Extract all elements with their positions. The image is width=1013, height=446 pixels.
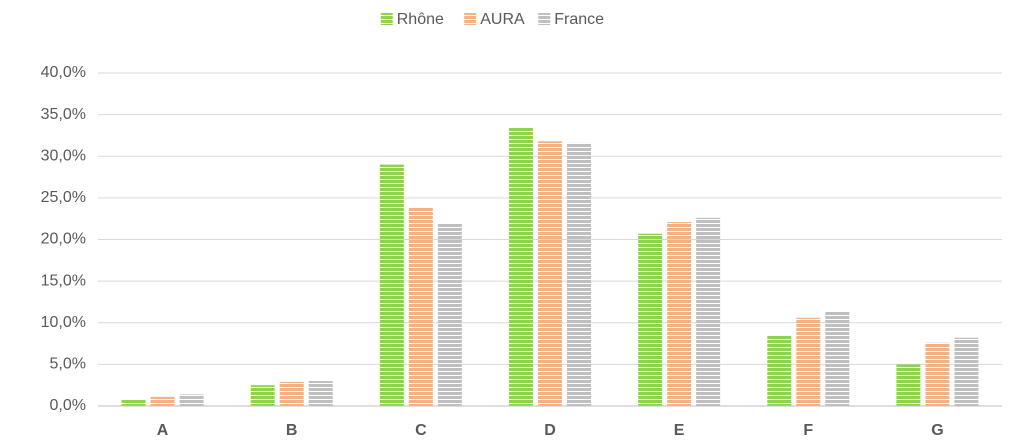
legend-swatch bbox=[538, 13, 551, 25]
y-tick-label: 35,0% bbox=[41, 106, 86, 123]
bar bbox=[308, 381, 333, 406]
x-tick-label: C bbox=[415, 422, 427, 439]
bar bbox=[179, 394, 204, 406]
bar bbox=[408, 207, 433, 406]
legend-swatch bbox=[464, 13, 477, 25]
legend-label: France bbox=[554, 11, 604, 28]
y-tick-label: 10,0% bbox=[41, 314, 86, 331]
legend-swatch bbox=[380, 13, 393, 25]
y-tick-label: 20,0% bbox=[41, 231, 86, 248]
bar bbox=[925, 342, 950, 406]
bar bbox=[825, 311, 850, 406]
bar bbox=[509, 127, 533, 406]
bar bbox=[279, 381, 304, 406]
legend-label: Rhône bbox=[397, 11, 444, 28]
bar bbox=[667, 222, 692, 406]
bar bbox=[379, 164, 404, 406]
x-tick-label: A bbox=[157, 422, 169, 439]
y-tick-label: 5,0% bbox=[50, 356, 86, 373]
y-tick-label: 40,0% bbox=[41, 64, 86, 81]
bar bbox=[638, 233, 663, 406]
x-tick-label: E bbox=[674, 422, 685, 439]
x-tick-label: B bbox=[286, 422, 298, 439]
y-tick-label: 25,0% bbox=[41, 189, 86, 206]
bar bbox=[437, 223, 462, 406]
y-tick-label: 30,0% bbox=[41, 147, 86, 164]
bar bbox=[538, 141, 562, 406]
y-tick-label: 15,0% bbox=[41, 272, 86, 289]
bar bbox=[121, 399, 146, 406]
bar bbox=[150, 396, 175, 406]
bar bbox=[896, 364, 921, 406]
x-tick-label: G bbox=[931, 422, 943, 439]
legend-label: AURA bbox=[480, 11, 525, 28]
bar bbox=[567, 142, 591, 406]
bar bbox=[954, 337, 979, 406]
bar bbox=[696, 217, 721, 406]
bar bbox=[250, 385, 275, 406]
x-tick-label: D bbox=[544, 422, 556, 439]
bar bbox=[767, 335, 792, 406]
x-tick-label: F bbox=[803, 422, 813, 439]
y-tick-label: 0,0% bbox=[50, 397, 86, 414]
bar bbox=[796, 317, 821, 406]
